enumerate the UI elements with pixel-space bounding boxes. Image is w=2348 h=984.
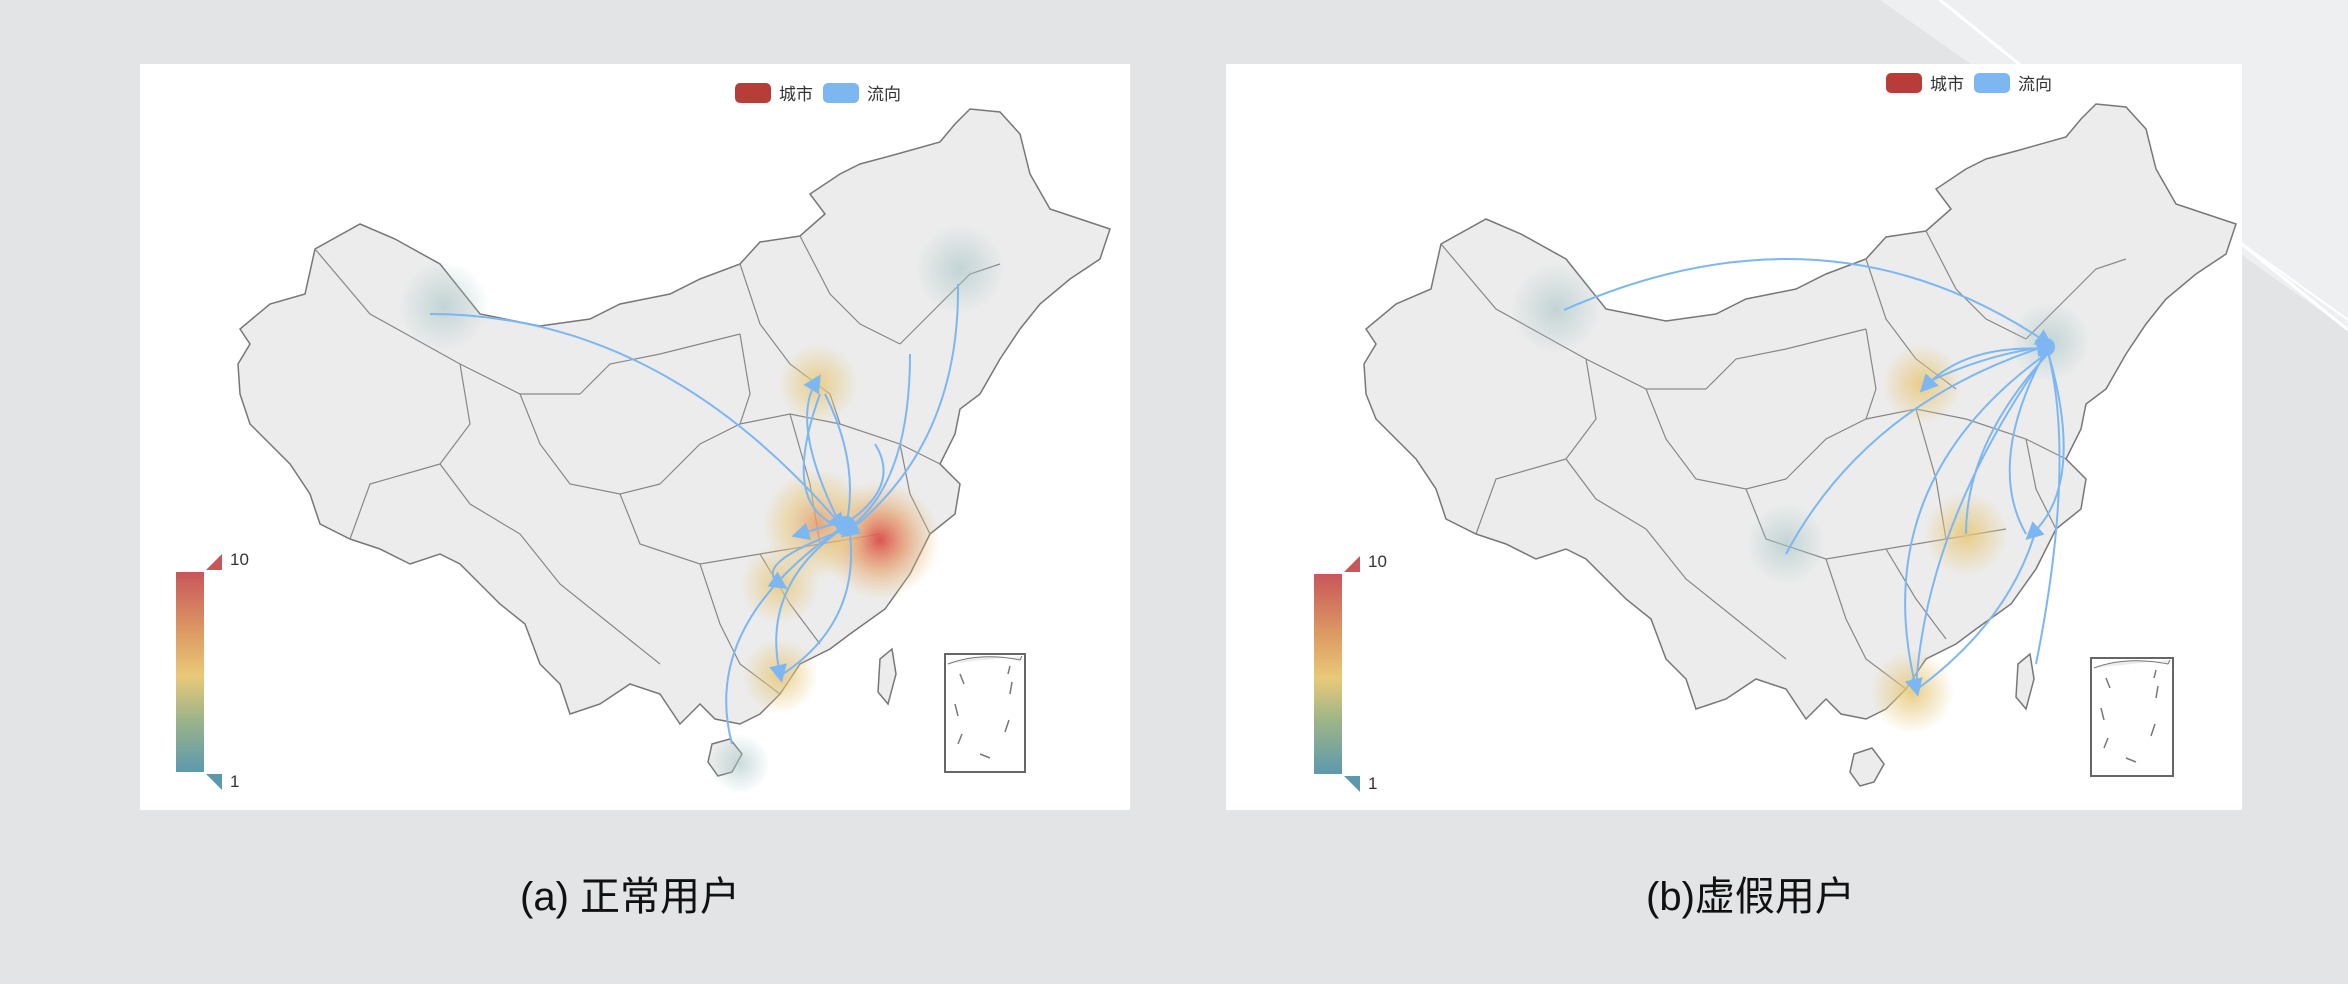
south-sea-inset xyxy=(944,653,1026,773)
visual-map-max-label: 10 xyxy=(230,550,249,569)
visual-map-max-handle[interactable] xyxy=(206,554,222,570)
china-outline xyxy=(1363,103,2237,721)
province-borders xyxy=(1440,230,2127,690)
caption-fake-users: (b)虚假用户 xyxy=(1646,875,1855,919)
caption-normal-users: (a) 正常用户 xyxy=(520,875,740,919)
visual-map-gradient-bar xyxy=(1314,574,1342,774)
visual-map-max-handle[interactable] xyxy=(1344,556,1360,572)
legend-city-swatch xyxy=(735,82,771,103)
legend-city-swatch xyxy=(1886,72,1922,93)
taiwan-island xyxy=(2015,652,2035,711)
legend-item-city[interactable]: 城市 xyxy=(735,80,813,105)
legend-city-label: 城市 xyxy=(1930,75,1964,94)
legend-flow-swatch xyxy=(823,82,859,103)
visual-map-min-handle[interactable] xyxy=(1344,776,1360,792)
legend-item-flow[interactable]: 流向 xyxy=(823,80,901,105)
hub-marker xyxy=(836,516,856,536)
china-outline xyxy=(237,108,1111,726)
south-sea-inset xyxy=(2090,657,2174,777)
visual-map-min-handle[interactable] xyxy=(206,774,222,790)
flow-lines xyxy=(1563,258,2065,697)
map-panel-normal-users: 城市 流向 10 1 xyxy=(140,64,1130,810)
legend-item-city[interactable]: 城市 xyxy=(1886,70,1964,95)
hainan-island xyxy=(1849,747,1885,787)
visual-map-gradient-bar xyxy=(176,572,204,772)
visual-map-scale[interactable]: 10 1 xyxy=(176,550,249,802)
legend-city-label: 城市 xyxy=(779,85,813,104)
china-map-normal xyxy=(237,108,1111,794)
map-panel-fake-users: 城市 流向 10 1 xyxy=(1226,64,2242,810)
flow-lines xyxy=(429,283,960,745)
legend-flow-label: 流向 xyxy=(867,85,901,104)
hub-marker xyxy=(2037,338,2055,356)
visual-map-min-label: 1 xyxy=(1368,774,1378,793)
legend: 城市 流向 xyxy=(735,80,901,105)
china-map-fake xyxy=(1363,103,2237,787)
legend-flow-label: 流向 xyxy=(2018,75,2052,94)
visual-map-scale[interactable]: 10 1 xyxy=(1314,552,1387,804)
taiwan-island xyxy=(877,647,897,706)
visual-map-min-label: 1 xyxy=(230,772,240,791)
legend: 城市 流向 xyxy=(1886,70,2052,95)
visual-map-max-label: 10 xyxy=(1368,552,1387,571)
legend-flow-swatch xyxy=(1974,72,2010,93)
legend-item-flow[interactable]: 流向 xyxy=(1974,70,2052,95)
